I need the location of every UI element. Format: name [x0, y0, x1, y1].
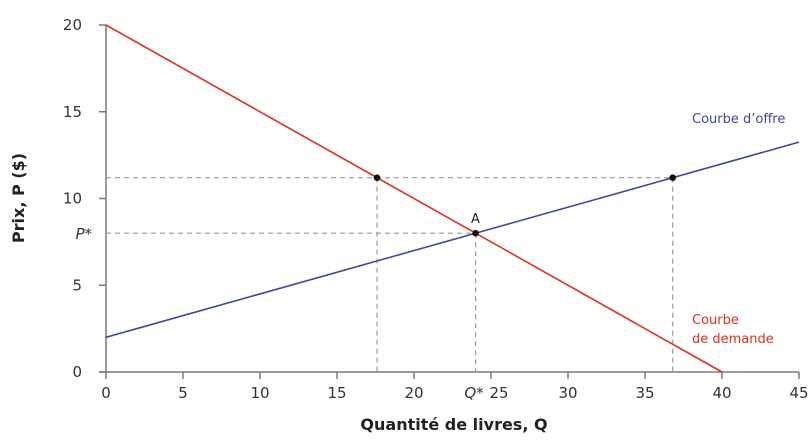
x-tick-label: 15 — [327, 384, 346, 402]
x-tick-label: 20 — [404, 384, 423, 402]
demand-curve-label-line1: Courbe — [692, 313, 739, 328]
intersection-point — [373, 174, 381, 181]
x-axis-title: Quantité de livres, Q — [360, 415, 547, 434]
p-star-label: P* — [75, 225, 92, 243]
y-tick-label: 20 — [63, 16, 82, 34]
y-tick-label: 10 — [63, 190, 82, 208]
intersection-point — [669, 174, 677, 181]
x-tick-label: 0 — [101, 384, 111, 402]
data-points — [373, 174, 677, 237]
x-tick-label: 40 — [712, 384, 731, 402]
x-tick-label: 25 — [489, 384, 508, 402]
y-axis-title: Prix, P ($) — [9, 153, 28, 243]
y-tick-label: 5 — [72, 276, 82, 294]
y-tick-label: 0 — [72, 363, 82, 381]
supply-curve-label: Courbe d’offre — [692, 112, 785, 127]
x-tick-label: 10 — [250, 384, 269, 402]
dashed-guides — [106, 177, 674, 372]
curves — [105, 24, 800, 373]
demand-curve — [105, 24, 723, 373]
x-tick-label: 45 — [789, 384, 808, 402]
y-tick-label: 15 — [63, 103, 82, 121]
equilibrium-point — [472, 229, 479, 237]
x-tick-label: 5 — [178, 384, 188, 402]
equilibrium-label: A — [471, 212, 480, 227]
q-star-label: Q* — [464, 384, 484, 402]
axis-ticks: 0 5 10 15 20 0 5 10 15 20 25 30 35 40 45 — [63, 16, 809, 402]
x-tick-label: 30 — [558, 384, 577, 402]
supply-curve — [105, 141, 800, 339]
demand-curve-label-line2: de demande — [692, 332, 774, 347]
x-tick-label: 35 — [635, 384, 654, 402]
